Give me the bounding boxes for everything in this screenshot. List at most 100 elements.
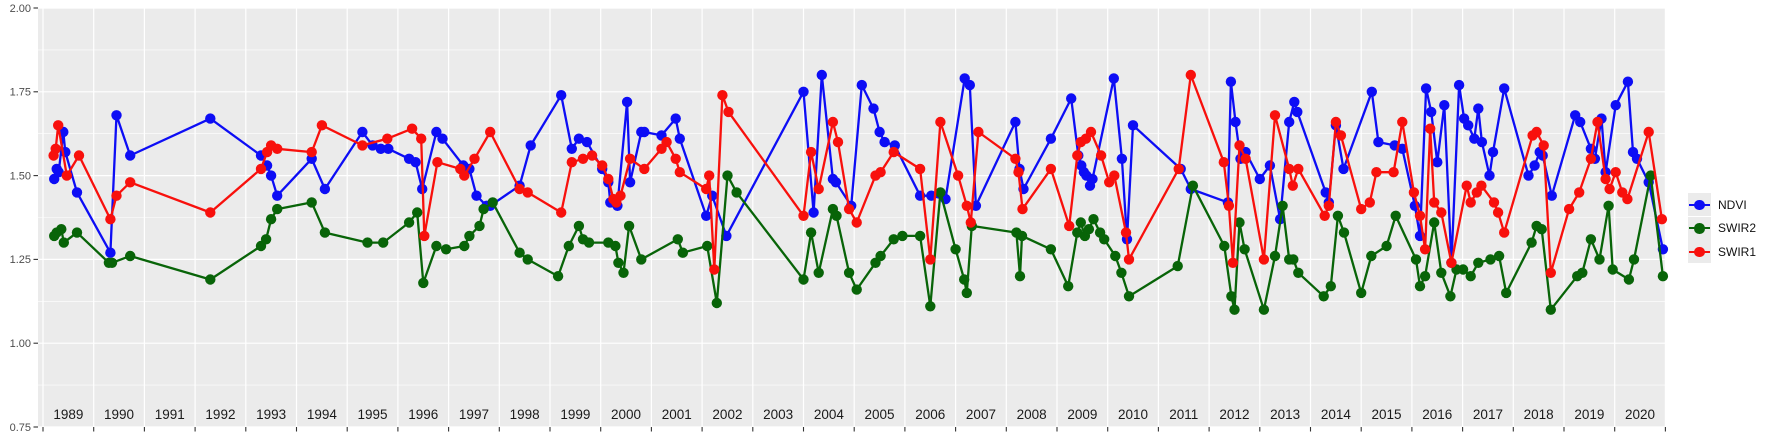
- y-tick-label: 1.00: [10, 338, 31, 350]
- swir1-point: [1574, 187, 1585, 198]
- swir2-point: [731, 187, 742, 198]
- ndvi-point: [1127, 120, 1139, 131]
- swir1-point: [1414, 210, 1426, 221]
- x-tick-label: 2017: [1473, 407, 1503, 422]
- swir2-point: [1226, 291, 1237, 302]
- swir2-point: [1277, 200, 1288, 211]
- ndvi-point: [1373, 136, 1384, 148]
- swir2-point: [1628, 254, 1640, 265]
- swir2-point: [71, 227, 83, 238]
- swir1-point: [1109, 170, 1120, 181]
- swir2-point: [125, 250, 136, 262]
- ndvi-point: [1292, 106, 1303, 118]
- swir1-point: [1622, 193, 1633, 205]
- swir1-point: [1364, 197, 1376, 208]
- swir2-point: [464, 230, 475, 242]
- ndvi-point: [1116, 153, 1128, 164]
- swir2-point: [711, 297, 722, 309]
- swir2-point: [843, 267, 855, 278]
- swir2-point: [563, 240, 574, 252]
- swir1-point: [1465, 197, 1476, 208]
- swir2-point: [58, 237, 69, 248]
- swir2-point: [1239, 244, 1250, 255]
- swir1-point: [1085, 126, 1097, 138]
- ndvi-point: [1476, 136, 1488, 148]
- swir1-point: [73, 150, 85, 161]
- x-tick-label: 2016: [1422, 407, 1452, 422]
- swir2-point: [618, 267, 629, 278]
- swir2-point: [431, 240, 442, 252]
- swir2-point: [798, 274, 809, 285]
- swir1-point: [1592, 116, 1603, 128]
- swir2-point: [272, 203, 283, 215]
- swir1-point: [514, 183, 525, 195]
- ndvi-point: [701, 210, 712, 221]
- swir2-point: [1414, 281, 1426, 292]
- ndvi-point: [1622, 76, 1634, 87]
- swir2-point: [1545, 304, 1557, 315]
- swir2-point: [722, 170, 733, 181]
- swir2-point: [677, 247, 688, 258]
- swir1-point: [1284, 163, 1295, 175]
- x-tick-label: 1992: [205, 407, 235, 422]
- swir1-point: [485, 126, 496, 138]
- swir1-point: [851, 217, 862, 228]
- x-tick-label: 1998: [510, 407, 540, 422]
- swir2-point: [1457, 264, 1469, 275]
- ndvi-point: [1087, 173, 1098, 185]
- x-tick-label: 2000: [611, 407, 641, 422]
- swir1-point: [1488, 197, 1500, 208]
- swir2-point: [961, 287, 972, 299]
- ndvi-point: [111, 110, 122, 121]
- ndvi-point: [1523, 170, 1534, 181]
- ndvi-point: [1320, 187, 1331, 198]
- swir1-point: [469, 153, 480, 164]
- swir1-point: [805, 146, 817, 158]
- swir2-point: [1219, 240, 1230, 252]
- ndvi-point: [581, 136, 593, 148]
- swir1-point: [53, 120, 64, 131]
- swir2-point: [888, 234, 899, 245]
- swir1-point: [1045, 163, 1057, 175]
- swir1-point: [603, 173, 614, 185]
- legend-label-swir2: SWIR2: [1718, 221, 1757, 236]
- x-tick-label: 2011: [1169, 407, 1198, 422]
- x-tick-label: 2006: [915, 407, 945, 422]
- swir2-point: [265, 214, 277, 225]
- swir2-point: [1410, 254, 1422, 265]
- series-swir1: [48, 69, 1668, 278]
- ndvi-point: [1499, 83, 1510, 94]
- swir2-point: [1501, 287, 1512, 299]
- x-tick-label: 1995: [358, 407, 388, 422]
- y-tick-label: 0.75: [10, 422, 31, 434]
- ndvi-point: [1575, 116, 1586, 128]
- x-tick-label: 1989: [53, 407, 83, 422]
- swir1-point: [935, 116, 946, 128]
- swir2-point: [613, 257, 624, 268]
- swir1-point: [1173, 163, 1184, 175]
- swir2-point: [1436, 267, 1447, 278]
- ndvi-point: [798, 86, 809, 98]
- swir2-point: [1366, 250, 1377, 262]
- ndvi-point: [1264, 160, 1276, 171]
- ndvi-point: [319, 183, 331, 195]
- legend-key-dot: [1694, 199, 1705, 210]
- axis-ticks: [33, 7, 1666, 432]
- x-tick-label: 2020: [1625, 407, 1655, 422]
- ndvi-point: [105, 247, 116, 258]
- swir2-point: [1172, 260, 1183, 272]
- swir2-point: [1293, 267, 1304, 278]
- ndvi-point: [1529, 160, 1540, 171]
- ndvi-point: [964, 79, 975, 91]
- swir1-point: [419, 230, 430, 242]
- x-tick-label: 1991: [155, 407, 185, 422]
- swir2-point: [831, 210, 842, 221]
- ndvi-point: [71, 187, 83, 198]
- ndvi-point: [1473, 103, 1484, 114]
- swir1-point: [813, 183, 824, 195]
- legend-key-dot: [1694, 223, 1705, 234]
- swir1-point: [723, 106, 734, 118]
- swir1-point: [1234, 140, 1245, 151]
- swir2-point: [1075, 217, 1087, 228]
- swir1-point: [1072, 150, 1083, 161]
